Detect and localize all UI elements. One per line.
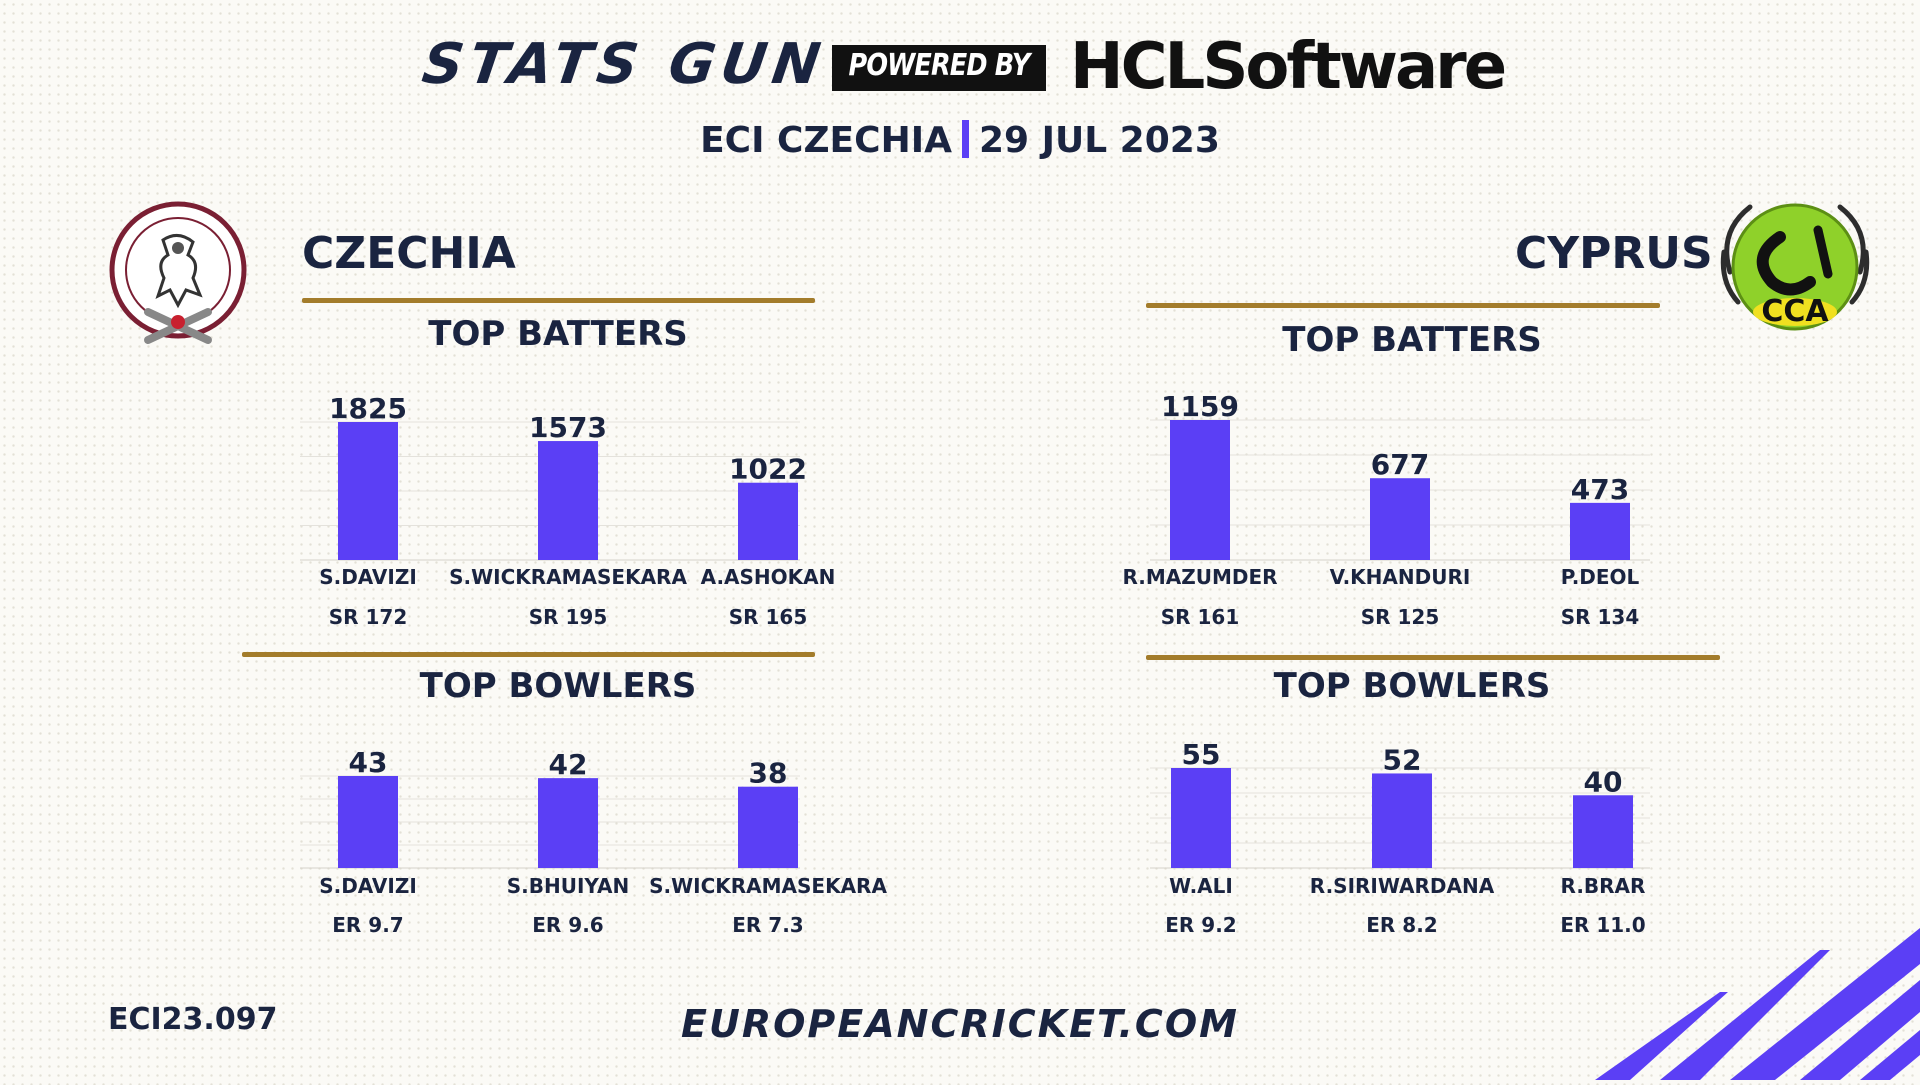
bar <box>738 482 798 560</box>
data-label: 473 <box>1571 473 1629 506</box>
category-label: R.BRAR <box>1561 874 1646 898</box>
category-label: S.BHUIYAN <box>507 874 629 898</box>
bar <box>1573 795 1633 868</box>
data-label: 1825 <box>329 392 407 425</box>
match-date: 29 JUL 2023 <box>978 120 1220 161</box>
category-label: W.ALI <box>1169 874 1233 898</box>
category-label: S.WICKRAMASEKARA <box>449 565 687 589</box>
powered-by-badge <box>832 45 1046 91</box>
cyprus-bowlers-title: TOP BOWLERS <box>1273 666 1551 706</box>
bar <box>738 786 798 868</box>
rate-label: ER 9.2 <box>1165 913 1236 937</box>
data-label: 677 <box>1371 448 1429 481</box>
rate-label: SR 161 <box>1161 605 1240 629</box>
data-label: 43 <box>349 746 388 779</box>
bar <box>1170 420 1230 560</box>
rate-label: SR 195 <box>529 605 608 629</box>
cca-logo-text: CCA <box>1761 294 1829 329</box>
bar <box>538 778 598 868</box>
divider-cyprus-top <box>1146 303 1660 308</box>
match-subheading: ECI CZECHIA 29 JUL 2023 <box>0 120 1920 161</box>
category-label: A.ASHOKAN <box>701 565 836 589</box>
sponsor-logo: HCLSoftware <box>1070 30 1507 104</box>
category-label: S.WICKRAMASEKARA <box>649 874 887 898</box>
data-label: 1022 <box>729 453 807 486</box>
rate-label: SR 165 <box>729 605 808 629</box>
bar <box>338 776 398 868</box>
category-label: R.SIRIWARDANA <box>1310 874 1495 898</box>
czechia-batters-title: TOP BATTERS <box>428 314 688 354</box>
data-label: 1573 <box>529 411 607 444</box>
data-label: 42 <box>549 748 588 781</box>
bar <box>538 441 598 560</box>
rate-label: SR 134 <box>1561 605 1640 629</box>
category-label: S.DAVIZI <box>319 565 417 589</box>
rate-label: SR 125 <box>1361 605 1440 629</box>
data-label: 38 <box>749 757 788 790</box>
powered-by-label: POWERED BY <box>848 48 1030 83</box>
data-label: 40 <box>1584 765 1623 798</box>
divider-czechia-top <box>302 298 815 303</box>
data-label: 55 <box>1182 738 1221 771</box>
website-link[interactable]: EUROPEANCRICKET.COM <box>681 1002 1239 1046</box>
graphic-code: ECI23.097 <box>108 1002 278 1037</box>
cyprus-batters-title: TOP BATTERS <box>1282 320 1542 360</box>
event-name: ECI CZECHIA <box>700 120 952 161</box>
team-name-czechia: CZECHIA <box>302 228 516 279</box>
divider-czechia-mid <box>242 652 815 657</box>
divider-cyprus-mid <box>1146 655 1720 660</box>
cyprus-crest-icon: CCA <box>1710 182 1880 352</box>
divider-bar <box>961 120 969 158</box>
rate-label: ER 11.0 <box>1560 913 1645 937</box>
czechia-crest-icon <box>108 200 248 350</box>
rate-label: SR 172 <box>329 605 408 629</box>
data-label: 1159 <box>1161 390 1239 423</box>
rate-label: ER 8.2 <box>1366 913 1437 937</box>
category-label: S.DAVIZI <box>319 874 417 898</box>
bar <box>1570 502 1630 560</box>
team-name-cyprus: CYPRUS <box>1515 228 1713 279</box>
data-label: 52 <box>1383 743 1422 776</box>
decorative-stripes <box>1560 920 1920 1080</box>
category-label: P.DEOL <box>1561 565 1640 589</box>
bar <box>338 422 398 560</box>
bar <box>1171 768 1231 868</box>
category-label: V.KHANDURI <box>1330 565 1471 589</box>
czechia-bowlers-title: TOP BOWLERS <box>419 666 697 706</box>
bar <box>1370 478 1430 560</box>
category-label: R.MAZUMDER <box>1122 565 1277 589</box>
rate-label: ER 7.3 <box>732 913 803 937</box>
bar <box>1372 773 1432 868</box>
rate-label: ER 9.6 <box>532 913 603 937</box>
rate-label: ER 9.7 <box>332 913 403 937</box>
